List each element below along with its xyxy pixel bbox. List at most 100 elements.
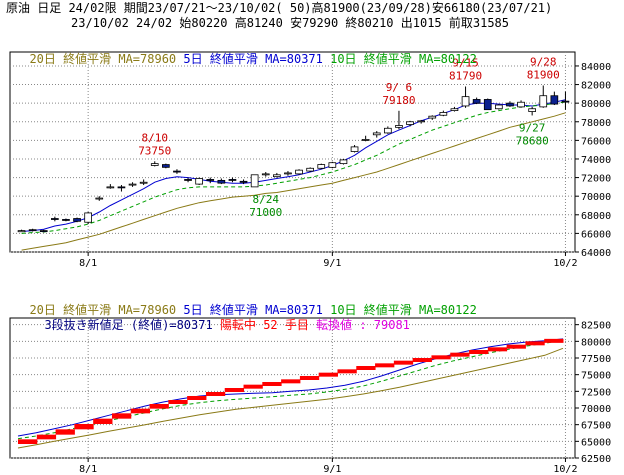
- candle-body: [295, 169, 303, 175]
- legend-ma10: 10日 終値平滑 MA=80122: [330, 303, 477, 317]
- annotation-date: 8/10: [142, 131, 169, 144]
- candle-body: [17, 230, 26, 233]
- legend-ma10: 10日 終値平滑 MA=80122: [330, 52, 477, 66]
- candle-body: [339, 159, 348, 165]
- candle-body: [162, 164, 170, 168]
- chart-header-line1: 原油 日足 24/02限 期間23/07/21〜23/10/02( 50)高81…: [6, 1, 553, 15]
- candle: [39, 229, 48, 233]
- candle: [73, 217, 81, 223]
- candle: [106, 184, 115, 189]
- candle: [417, 119, 425, 124]
- annotation-value: 73750: [138, 144, 171, 157]
- candle: [173, 169, 181, 174]
- y-tick-label: 76000: [581, 136, 611, 147]
- legend-ma20: 20日 終値平滑 MA=78960: [29, 52, 177, 66]
- annotation-value: 81790: [449, 70, 482, 83]
- annotation-value: 71000: [249, 206, 282, 219]
- y-tick-label: 62500: [581, 454, 611, 465]
- new-price-brick: [431, 355, 451, 360]
- y-tick-label: 74000: [581, 155, 611, 166]
- top-panel-frame: [9, 51, 576, 253]
- candle-body: [361, 139, 370, 141]
- candle: [395, 110, 403, 130]
- three-step-label: 3段抜き新値足 (終値)=80371: [44, 318, 213, 332]
- x-tick-label: 9/1: [323, 464, 341, 475]
- annotation-date: 9/28: [530, 55, 557, 68]
- new-price-brick: [168, 400, 188, 404]
- candle: [483, 98, 492, 111]
- new-price-brick: [111, 413, 132, 419]
- candle: [406, 120, 414, 127]
- candle: [539, 85, 548, 108]
- new-price-brick: [412, 358, 432, 362]
- new-price-brick: [487, 347, 508, 352]
- bottom-y-axis: 82500 80000 77500 75000 72500 70000 67500 65000…: [575, 321, 611, 465]
- candle-body: [184, 179, 192, 181]
- candle: [450, 106, 459, 112]
- candle-body: [73, 218, 81, 222]
- candle-body: [117, 186, 126, 189]
- candle: [273, 172, 281, 178]
- candle: [128, 182, 137, 187]
- annotation-date: 8/24: [253, 193, 280, 206]
- candle-body: [472, 99, 481, 104]
- annotation-value: 79180: [382, 94, 415, 107]
- y-tick-label: 70000: [581, 404, 611, 415]
- x-tick-label: 10/2: [553, 464, 577, 475]
- annotation-date: 9/27: [519, 121, 546, 134]
- new-price-brick: [205, 392, 226, 396]
- candle: [195, 177, 203, 186]
- new-price-brick: [224, 388, 245, 392]
- legend-ma5: 5日 終値平滑 MA=80371: [183, 52, 323, 66]
- candle-body: [261, 173, 270, 176]
- legend-ma5: 5日 終値平滑 MA=80371: [183, 303, 323, 317]
- x-tick-label: 9/1: [323, 258, 341, 269]
- candle: [550, 91, 559, 106]
- top-legend: 20日 終値平滑 MA=78960 5日 終値平滑 MA=80371 10日 終…: [15, 38, 477, 66]
- candle: [17, 229, 26, 233]
- candle: [372, 131, 381, 138]
- candle: [517, 100, 525, 108]
- candle: [461, 86, 470, 108]
- bottom-legend: 20日 終値平滑 MA=78960 5日 終値平滑 MA=80371 10日 終…: [15, 289, 477, 317]
- candle: [261, 172, 270, 177]
- candle: [51, 216, 59, 222]
- chart-header-line2: 23/10/02 24/02 始80220 高81240 安79290 終802…: [71, 16, 510, 30]
- bottom-new-price-bricks: [18, 338, 564, 444]
- candle: [439, 110, 448, 117]
- candle: [239, 179, 248, 185]
- bottom-panel-frame: [9, 317, 576, 459]
- y-tick-label: 80000: [581, 337, 611, 348]
- new-price-brick: [469, 350, 489, 354]
- candle-body: [128, 183, 137, 186]
- candle-body: [372, 132, 381, 136]
- candle-body: [395, 125, 403, 128]
- new-price-brick: [281, 379, 301, 384]
- new-price-brick: [36, 434, 57, 440]
- candle-body: [428, 115, 437, 119]
- new-price-brick: [337, 369, 357, 374]
- candle-body: [95, 197, 104, 200]
- candle: [62, 218, 70, 222]
- y-tick-label: 68000: [581, 211, 611, 222]
- legend-ma20: 20日 終値平滑 MA=78960: [29, 303, 177, 317]
- y-tick-label: 65000: [581, 437, 611, 448]
- y-tick-label: 64000: [581, 248, 611, 259]
- candle-body: [461, 96, 470, 107]
- candle-body: [28, 229, 37, 232]
- candle-body: [384, 127, 392, 134]
- ma10-line: [21, 101, 566, 234]
- new-price-brick: [525, 341, 545, 346]
- candle-body: [350, 146, 359, 152]
- candle: [306, 167, 314, 172]
- candle-body: [139, 181, 148, 184]
- bottom-status-line: 3段抜き新値足 (終値)=80371 陽転中 52 手目 転換値 : 79081: [30, 304, 409, 332]
- candle: [428, 115, 437, 120]
- candle-body: [195, 178, 203, 185]
- new-price-brick: [450, 352, 470, 357]
- candle: [150, 161, 159, 167]
- candle: [84, 212, 92, 225]
- candle-body: [284, 172, 292, 175]
- candle: [139, 179, 148, 186]
